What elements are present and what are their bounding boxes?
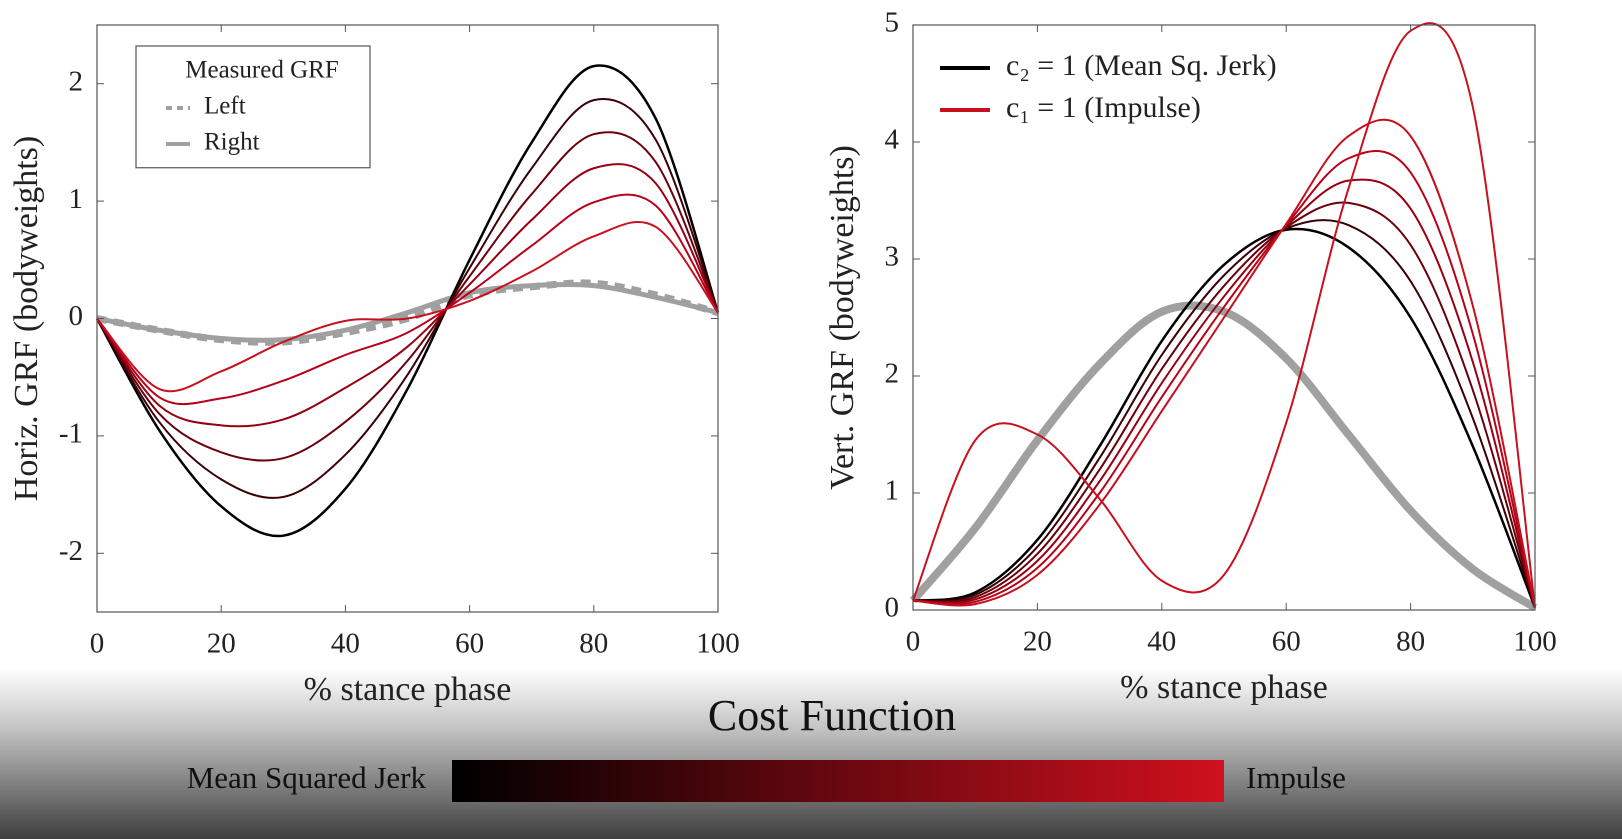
legend-label: Right xyxy=(204,129,260,156)
data-line xyxy=(912,118,1536,608)
y-tick-label: 0 xyxy=(885,592,900,624)
data-line xyxy=(96,131,719,462)
colorbar-high-label: Impulse xyxy=(1246,760,1346,795)
data-line xyxy=(912,22,1536,608)
x-tick-label: 60 xyxy=(455,628,484,660)
y-tick-label: 2 xyxy=(885,358,900,390)
x-axis-label: % stance phase xyxy=(1120,669,1328,706)
x-tick-label: 40 xyxy=(331,628,360,660)
y-tick-label: 5 xyxy=(885,7,900,39)
x-tick-label: 100 xyxy=(696,628,740,660)
x-tick-label: 80 xyxy=(579,628,608,660)
data-line xyxy=(96,221,719,393)
x-tick-label: 0 xyxy=(90,628,105,660)
data-line xyxy=(912,178,1536,608)
colorbar xyxy=(452,760,1224,802)
x-tick-label: 100 xyxy=(1513,626,1557,658)
x-tick-label: 20 xyxy=(1023,626,1052,658)
data-line xyxy=(96,193,719,406)
data-line xyxy=(912,149,1536,608)
y-axis-label: Horiz. GRF (bodyweights) xyxy=(8,136,45,501)
bottom-band xyxy=(0,668,1622,839)
data-line xyxy=(912,219,1536,608)
y-axis-label: Vert. GRF (bodyweights) xyxy=(824,145,861,490)
data-line xyxy=(96,98,719,499)
x-tick-label: 40 xyxy=(1147,626,1176,658)
colorbar-title: Cost Function xyxy=(708,691,956,740)
x-tick-label: 0 xyxy=(906,626,921,658)
data-line xyxy=(95,64,720,538)
chart: 0 20 40 60 80 100 0 1 2 3 4 5 % stance phase Vert. GR… xyxy=(824,7,1557,706)
colorbar-low-label: Mean Squared Jerk xyxy=(187,760,427,795)
y-tick-label: 1 xyxy=(885,475,900,507)
x-tick-label: 60 xyxy=(1272,626,1301,658)
x-axis-label: % stance phase xyxy=(304,671,512,708)
data-line xyxy=(909,301,1538,612)
y-tick-label: 0 xyxy=(69,300,84,332)
data-line xyxy=(912,227,1537,609)
legend-frame xyxy=(135,45,371,169)
y-tick-label: 2 xyxy=(69,65,84,97)
y-tick-label: -2 xyxy=(59,535,83,567)
legend-label: c₁ = 1 (Impulse) xyxy=(1006,91,1201,124)
x-tick-label: 80 xyxy=(1396,626,1425,658)
legend-label: Left xyxy=(204,93,246,120)
y-tick-label: -1 xyxy=(59,418,83,450)
y-tick-label: 4 xyxy=(885,124,900,156)
chart: 0 20 40 60 80 100 -2 -1 0 1 2 % stance phase Horiz. … xyxy=(8,24,740,708)
y-tick-label: 3 xyxy=(885,241,900,273)
legend: c₂ = 1 (Mean Sq. Jerk) c₁ = 1 (Impulse) xyxy=(940,49,1277,124)
data-line xyxy=(912,201,1536,608)
y-tick-label: 1 xyxy=(69,183,84,215)
legend: Measured GRF Left Right xyxy=(135,45,371,169)
legend-label: c₂ = 1 (Mean Sq. Jerk) xyxy=(1006,49,1277,82)
data-line xyxy=(96,163,719,428)
legend-title: Measured GRF xyxy=(185,57,338,84)
x-tick-label: 20 xyxy=(207,628,236,660)
data-line xyxy=(96,281,719,343)
plot-frame xyxy=(912,24,1536,611)
